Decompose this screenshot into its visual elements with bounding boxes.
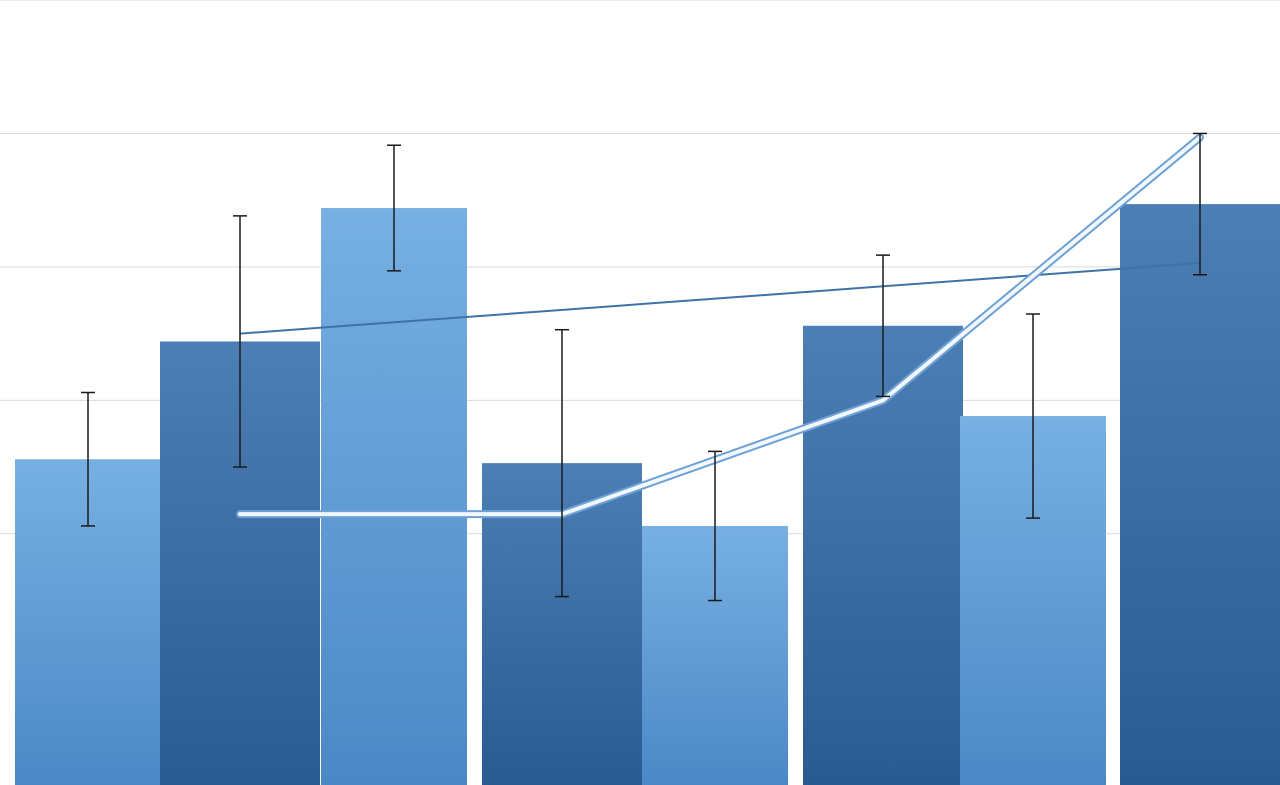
bar-dark xyxy=(1120,204,1280,785)
combo-bar-line-chart xyxy=(0,0,1280,785)
chart-svg xyxy=(0,0,1280,785)
bar-light xyxy=(321,208,467,785)
